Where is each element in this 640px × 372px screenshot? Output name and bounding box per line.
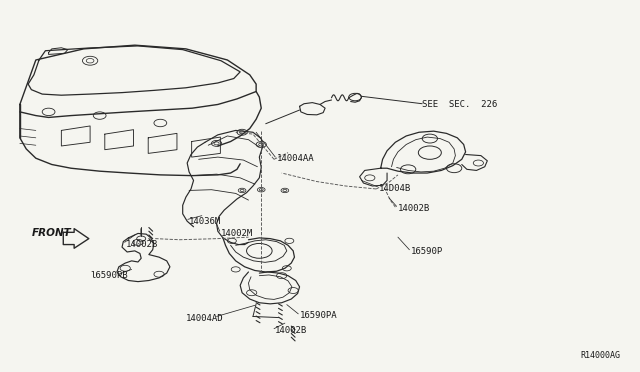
Text: 14004AD: 14004AD [186, 314, 223, 323]
Text: FRONT: FRONT [31, 228, 71, 238]
Text: 14004AA: 14004AA [276, 154, 314, 163]
Text: 16590P: 16590P [411, 247, 443, 256]
Text: SEE  SEC.  226: SEE SEC. 226 [422, 100, 497, 109]
Text: 16590PA: 16590PA [300, 311, 337, 320]
Text: 14002B: 14002B [126, 240, 158, 249]
Text: 14036M: 14036M [189, 217, 221, 226]
Text: 14002M: 14002M [221, 229, 253, 238]
Text: 14D04B: 14D04B [379, 184, 411, 193]
Text: l6590PB: l6590PB [90, 271, 128, 280]
Text: 14002B: 14002B [275, 326, 308, 335]
Text: R14000AG: R14000AG [580, 351, 620, 360]
Text: 14002B: 14002B [398, 204, 430, 213]
